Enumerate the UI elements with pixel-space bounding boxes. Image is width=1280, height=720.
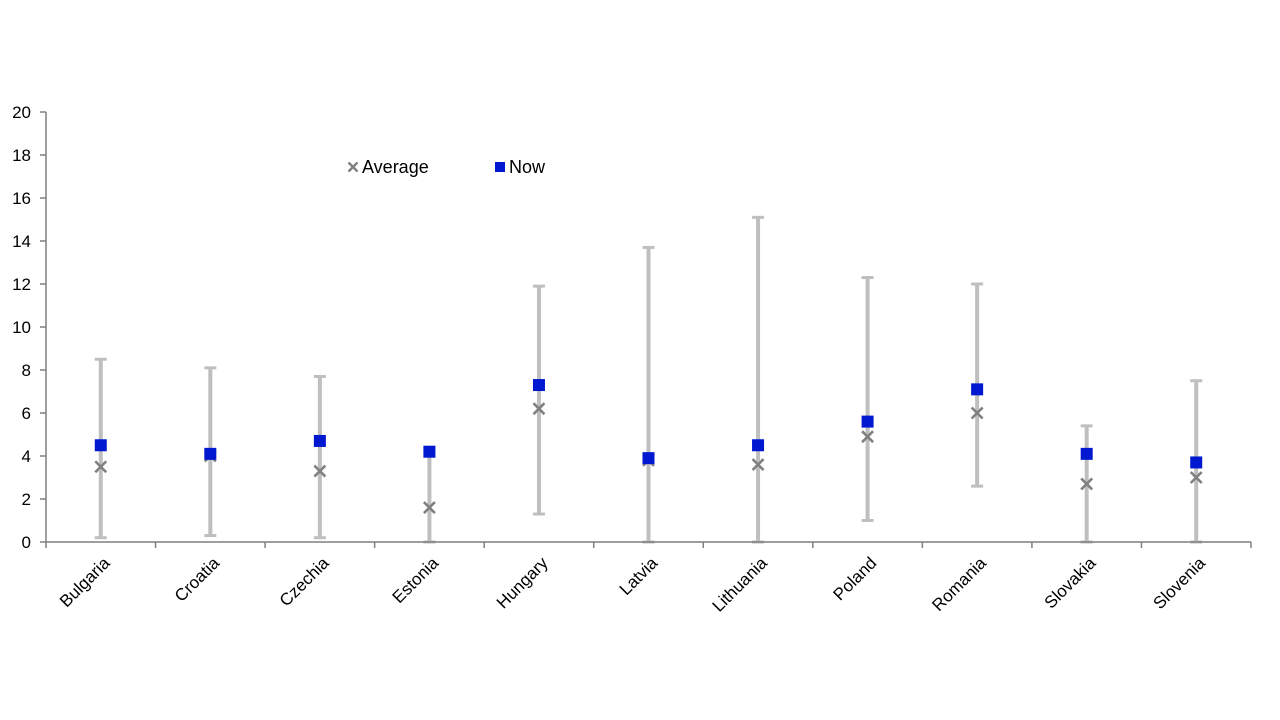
now-point-romania (971, 383, 984, 396)
range-bar-lithuania (752, 215, 765, 544)
now-point-latvia (642, 452, 655, 465)
average-point-romania (970, 406, 984, 420)
now-point-croatia (204, 447, 217, 460)
now-point-slovakia (1080, 447, 1093, 460)
axes: 0 2 4 6 8 10 12 14 16 18 20 Bulgaria Croatia Czechia E… (12, 103, 1252, 616)
y-tick-label: 18 (12, 146, 31, 165)
legend-item-now: Now (495, 157, 546, 177)
average-point-bulgaria (94, 460, 108, 474)
now-point-hungary (532, 379, 545, 392)
y-tick-label: 10 (12, 318, 31, 337)
series-markers (94, 379, 1203, 515)
x-tick-label-bulgaria: Bulgaria (56, 553, 114, 611)
y-tick-label: 4 (22, 447, 31, 466)
now-point-lithuania (752, 439, 765, 452)
x-tick-label-slovenia: Slovenia (1150, 553, 1210, 613)
now-point-slovenia (1190, 456, 1203, 469)
x-tick-label-latvia: Latvia (616, 553, 662, 599)
x-tick-label-hungary: Hungary (493, 553, 552, 612)
range-bars (94, 215, 1203, 544)
average-point-slovenia (1189, 471, 1203, 484)
legend-marker (495, 162, 505, 172)
y-tick-label: 16 (12, 189, 31, 208)
range-bar-latvia (642, 245, 655, 544)
average-point-lithuania (751, 458, 765, 472)
legend-item-average: Average (347, 157, 429, 177)
y-tick-label: 14 (12, 232, 31, 251)
x-tick-label-romania: Romania (928, 553, 990, 615)
y-tick-label: 6 (22, 404, 31, 423)
now-point-bulgaria (94, 439, 107, 452)
average-point-estonia (422, 501, 436, 515)
now-point-poland (861, 415, 874, 428)
x-tick-label-lithuania: Lithuania (709, 553, 772, 616)
y-tick-label: 0 (22, 533, 31, 552)
y-tick-label: 20 (12, 103, 31, 122)
range-bar-poland (861, 276, 874, 522)
average-point-hungary (532, 402, 546, 416)
now-point-czechia (313, 434, 326, 447)
x-tick-label-slovakia: Slovakia (1041, 553, 1100, 612)
x-tick-label-czechia: Czechia (276, 553, 333, 610)
range-bar-hungary (532, 284, 545, 516)
range-bar-estonia (423, 454, 436, 544)
x-tick-label-croatia: Croatia (171, 553, 224, 606)
x-tick-label-estonia: Estonia (389, 553, 443, 607)
range-bar-czechia (313, 374, 326, 540)
legend-label: Now (509, 157, 546, 177)
series-now (94, 379, 1203, 469)
average-point-poland (861, 430, 875, 444)
average-point-slovakia (1080, 477, 1094, 491)
y-tick-label: 12 (12, 275, 31, 294)
legend-label: Average (362, 157, 429, 177)
x-tick-label-poland: Poland (830, 553, 881, 604)
legend: Average Now (347, 157, 546, 177)
y-tick-label: 2 (22, 490, 31, 509)
y-tick-label: 8 (22, 361, 31, 380)
now-point-estonia (423, 445, 436, 458)
average-point-czechia (313, 464, 327, 478)
